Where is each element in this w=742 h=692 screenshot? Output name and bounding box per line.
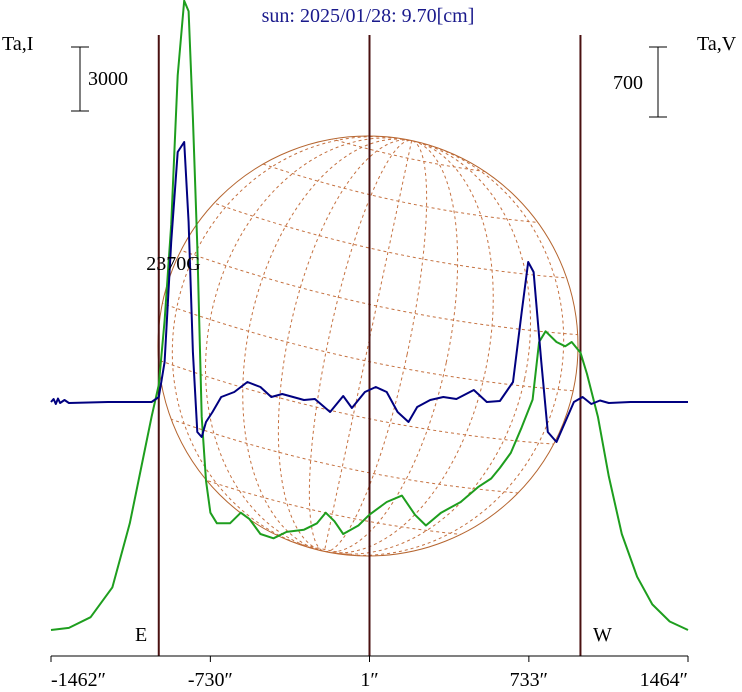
solar-disk xyxy=(157,135,579,557)
x-tick-label-4: 1464″ xyxy=(640,669,688,691)
right-scale-bar xyxy=(649,46,667,118)
x-tick-label-2: 1″ xyxy=(360,669,378,691)
west-limb-label: W xyxy=(593,624,612,646)
solar-grid xyxy=(158,136,578,556)
series-layer xyxy=(50,0,689,631)
east-limb-label: E xyxy=(135,624,147,646)
x-ticks: -1462″ -730″ 1″ 733″ 1464″ xyxy=(50,656,689,691)
x-tick-label-1: -730″ xyxy=(188,669,233,691)
left-axis-label: Ta,I xyxy=(2,33,33,55)
right-scale-label: 700 xyxy=(613,72,643,94)
left-scale-bar xyxy=(71,46,89,112)
x-tick-label-3: 733″ xyxy=(510,669,548,691)
series-intensity-line xyxy=(50,0,689,631)
right-axis-label: Ta,V xyxy=(697,33,737,55)
peak-annotation: 2370G xyxy=(146,253,200,275)
x-tick-label-0: -1462″ xyxy=(51,669,106,691)
left-scale-label: 3000 xyxy=(88,68,128,90)
series-polarization-line xyxy=(50,141,688,443)
vertical-lines xyxy=(157,35,582,656)
chart-title: sun: 2025/01/28: 9.70[cm] xyxy=(262,5,475,27)
